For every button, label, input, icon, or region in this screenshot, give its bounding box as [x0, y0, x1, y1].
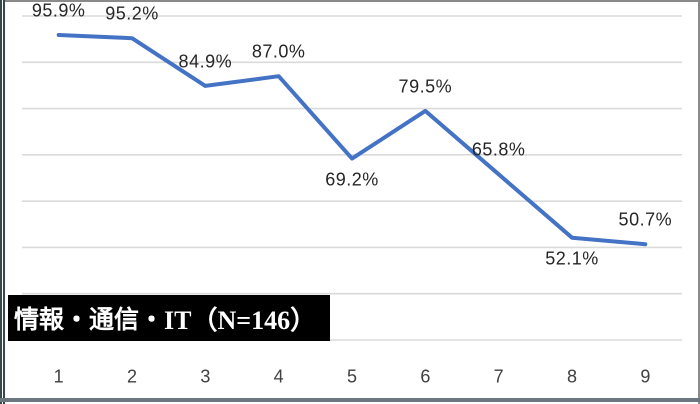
x-axis-tick-label: 8: [566, 366, 578, 387]
series-category-label-jp: 情報・通信・: [14, 306, 165, 334]
series-category-label: 情報・通信・ IT（N=146）: [8, 295, 330, 341]
data-point-label: 95.9%: [31, 0, 86, 21]
frame-border-top: [0, 0, 700, 2]
data-point-label: 84.9%: [178, 51, 233, 72]
x-axis-tick-label: 9: [640, 366, 651, 387]
frame-border-right: [698, 0, 700, 404]
frame-border-bottom: [0, 398, 700, 402]
series-category-label-en: IT（N=146）: [164, 305, 317, 335]
x-axis-tick-label: 6: [420, 366, 431, 387]
x-axis-tick-label: 4: [273, 366, 284, 387]
data-point-label: 95.2%: [105, 3, 159, 24]
x-axis-tick-label: 7: [493, 366, 504, 387]
data-point-label: 79.5%: [398, 76, 453, 97]
data-point-label: 69.2%: [325, 169, 379, 190]
data-series-line: [56, 33, 648, 247]
data-point-label: 65.8%: [471, 139, 526, 160]
frame-border-left: [0, 0, 5, 404]
x-axis-tick-label: 3: [200, 366, 211, 387]
data-point-label: 52.1%: [545, 248, 599, 269]
data-point-label: 50.7%: [618, 209, 673, 230]
x-axis-tick-label: 5: [346, 366, 358, 387]
x-axis-tick-label: 2: [126, 366, 138, 387]
data-point-label: 87.0%: [251, 41, 306, 62]
x-axis-tick-label: 1: [53, 366, 64, 387]
